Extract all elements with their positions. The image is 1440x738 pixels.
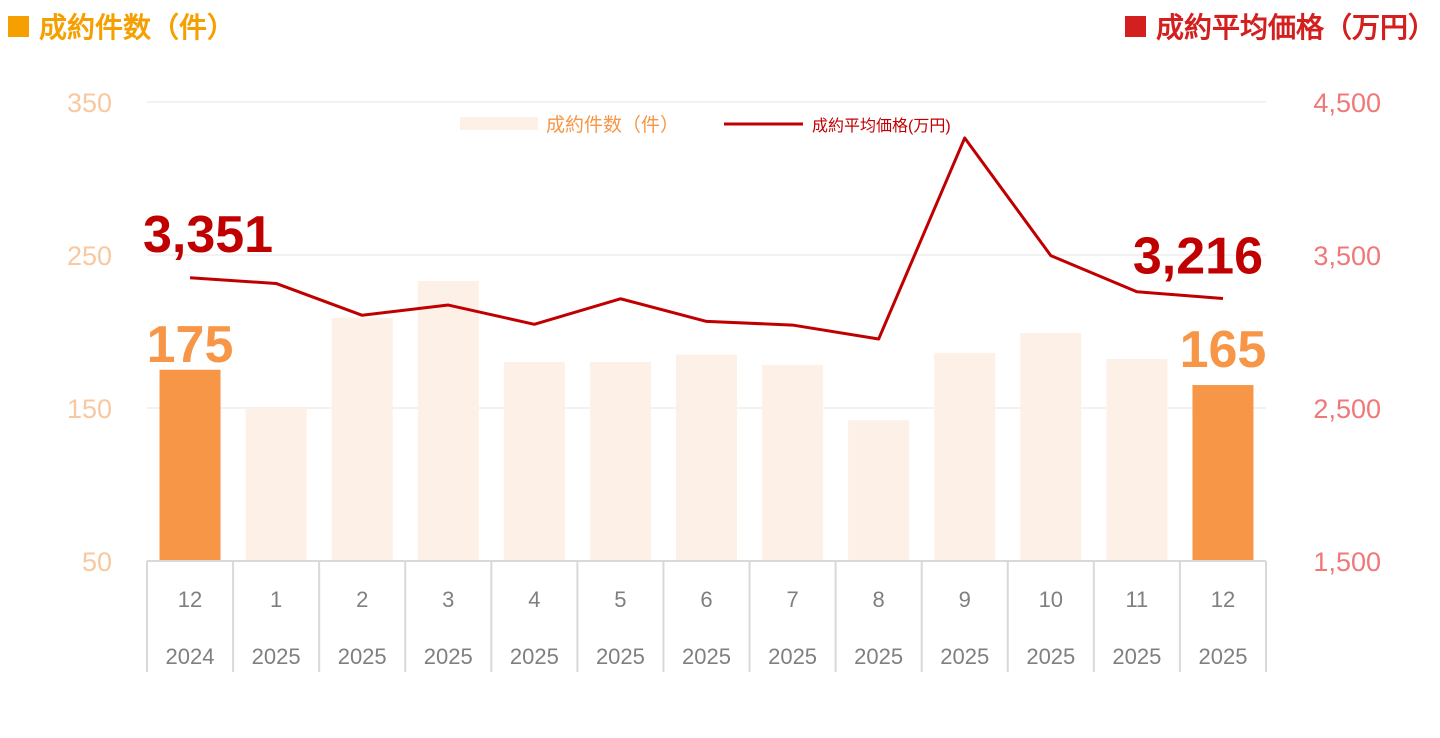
price-line-series <box>189 136 1224 341</box>
x-tick-month: 1 <box>270 587 282 612</box>
x-tick-year: 2025 <box>854 644 903 669</box>
price-axis-header: 成約平均価格（万円） <box>1124 6 1436 46</box>
left-y-tick: 50 <box>82 547 112 577</box>
count-bar <box>676 354 737 561</box>
x-tick-month: 2 <box>356 587 368 612</box>
x-tick-month: 10 <box>1039 587 1063 612</box>
count-bar <box>848 420 910 561</box>
x-tick-year: 2025 <box>768 644 817 669</box>
orange-square-icon <box>8 15 29 37</box>
right-y-tick: 2,500 <box>1313 394 1381 424</box>
left-y-tick: 250 <box>67 241 112 271</box>
x-tick-year: 2025 <box>1026 644 1075 669</box>
count-bar <box>159 369 221 561</box>
count-bar <box>762 365 824 561</box>
left-y-tick: 150 <box>67 394 112 424</box>
count-bar <box>417 281 479 561</box>
legend-line-label: 成約平均価格(万円) <box>812 117 951 135</box>
count-axis-header: 成約件数（件） <box>8 6 235 46</box>
right-y-tick: 4,500 <box>1313 88 1381 118</box>
x-tick-month: 3 <box>442 587 454 612</box>
x-tick-year: 2025 <box>338 644 387 669</box>
count-bar <box>1192 385 1254 561</box>
legend-bar-label: 成約件数（件） <box>546 114 679 136</box>
price-line <box>189 136 1224 341</box>
red-square-icon <box>1124 15 1146 37</box>
price-axis-title: 成約平均価格（万円） <box>1155 11 1436 44</box>
x-tick-year: 2025 <box>252 644 301 669</box>
left-y-tick: 350 <box>67 88 112 118</box>
price-label-last: 3,216 <box>1133 227 1263 285</box>
price-label-first: 3,351 <box>143 206 273 264</box>
right-y-tick: 1,500 <box>1313 547 1381 577</box>
count-bar <box>589 362 651 561</box>
count-bar <box>934 352 996 561</box>
legend-bar-swatch <box>460 117 538 130</box>
x-tick-month: 9 <box>959 587 971 612</box>
x-tick-month: 12 <box>1211 587 1235 612</box>
count-bars <box>159 281 1254 561</box>
x-tick-year: 2025 <box>1112 644 1161 669</box>
count-axis-title: 成約件数（件） <box>39 11 236 44</box>
x-tick-month: 4 <box>528 587 540 612</box>
category-axis: 12 2024 1 2025 2 2025 3 2025 4 2025 5 2025 6 2025 7 202… <box>146 560 1267 672</box>
x-tick-month: 7 <box>786 587 798 612</box>
count-bar <box>331 317 393 561</box>
x-tick-year: 2025 <box>682 644 731 669</box>
x-tick-year: 2025 <box>424 644 473 669</box>
count-label-first: 175 <box>147 316 234 374</box>
x-tick-month: 5 <box>614 587 626 612</box>
x-tick-year: 2025 <box>510 644 559 669</box>
right-y-tick: 3,500 <box>1313 241 1381 271</box>
count-bar <box>1020 333 1082 561</box>
chart-legend: 成約件数（件） 成約平均価格(万円) <box>460 114 951 136</box>
x-tick-month: 12 <box>178 587 202 612</box>
count-label-last: 165 <box>1180 321 1267 379</box>
x-tick-year: 2025 <box>940 644 989 669</box>
x-tick-month: 11 <box>1125 587 1148 612</box>
x-tick-month: 6 <box>700 587 712 612</box>
data-labels: 175 165 3,351 3,216 <box>143 206 1266 379</box>
x-tick-year: 2025 <box>1198 644 1247 669</box>
x-tick-year: 2024 <box>166 644 215 669</box>
x-tick-month: 8 <box>873 587 885 612</box>
value-axes: 350 250 150 50 4,500 3,500 2,500 1,500 <box>67 88 1381 577</box>
x-tick-year: 2025 <box>596 644 645 669</box>
count-bar <box>1106 359 1168 561</box>
count-bar <box>503 362 565 561</box>
count-bar <box>245 408 307 561</box>
